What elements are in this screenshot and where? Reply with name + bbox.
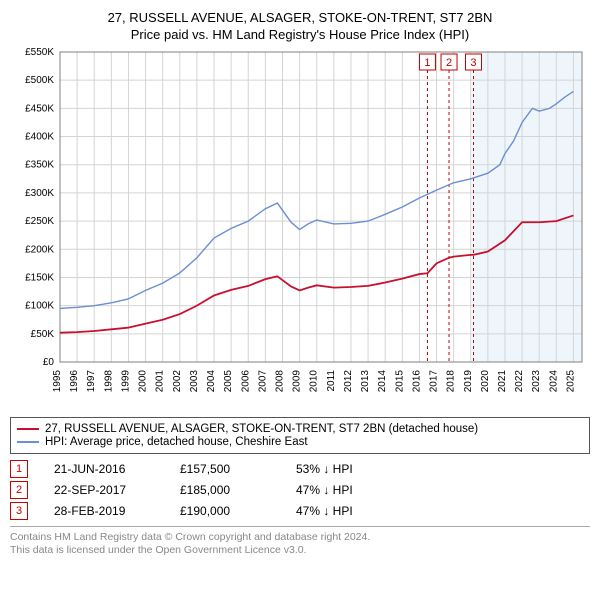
- svg-text:1996: 1996: [69, 370, 80, 393]
- svg-text:1999: 1999: [120, 370, 131, 393]
- svg-text:£500K: £500K: [25, 75, 54, 86]
- svg-text:3: 3: [470, 57, 476, 69]
- sale-index: 3: [10, 502, 28, 520]
- svg-text:1995: 1995: [52, 370, 63, 393]
- sale-index: 1: [10, 460, 28, 478]
- svg-text:2019: 2019: [463, 370, 474, 393]
- title-line1: 27, RUSSELL AVENUE, ALSAGER, STOKE-ON-TR…: [10, 10, 590, 25]
- svg-text:2008: 2008: [274, 370, 285, 393]
- legend: 27, RUSSELL AVENUE, ALSAGER, STOKE-ON-TR…: [10, 417, 590, 454]
- svg-text:£350K: £350K: [25, 160, 54, 171]
- legend-row: 27, RUSSELL AVENUE, ALSAGER, STOKE-ON-TR…: [17, 423, 583, 435]
- sale-date: 21-JUN-2016: [54, 462, 154, 476]
- svg-text:1: 1: [424, 57, 430, 69]
- svg-text:2022: 2022: [514, 370, 525, 393]
- sale-vs-hpi: 47% ↓ HPI: [296, 483, 353, 497]
- svg-text:2013: 2013: [360, 370, 371, 393]
- svg-text:2002: 2002: [172, 370, 183, 393]
- sales-row: 3 28-FEB-2019 £190,000 47% ↓ HPI: [10, 502, 590, 520]
- svg-text:2018: 2018: [446, 370, 457, 393]
- svg-text:£250K: £250K: [25, 216, 54, 227]
- svg-text:2015: 2015: [394, 370, 405, 393]
- svg-text:2000: 2000: [138, 370, 149, 393]
- legend-label: HPI: Average price, detached house, Ches…: [45, 436, 308, 448]
- svg-text:2007: 2007: [257, 370, 268, 393]
- chart: £0 £50K £100K £150K £200K £250K £300K £350K £400…: [10, 48, 590, 411]
- svg-text:2011: 2011: [326, 370, 337, 392]
- footer: Contains HM Land Registry data © Crown c…: [10, 526, 590, 557]
- sale-price: £157,500: [180, 462, 270, 476]
- sale-index: 2: [10, 481, 28, 499]
- svg-text:1997: 1997: [86, 370, 97, 393]
- sales-row: 2 22-SEP-2017 £185,000 47% ↓ HPI: [10, 481, 590, 499]
- sale-vs-hpi: 53% ↓ HPI: [296, 462, 353, 476]
- svg-text:2001: 2001: [155, 370, 166, 393]
- legend-swatch: [17, 441, 39, 443]
- svg-text:2005: 2005: [223, 370, 234, 393]
- sales-table: 1 21-JUN-2016 £157,500 53% ↓ HPI 2 22-SEP-201…: [10, 460, 590, 520]
- svg-text:£100K: £100K: [25, 301, 54, 312]
- svg-text:2006: 2006: [240, 370, 251, 393]
- svg-text:2012: 2012: [343, 370, 354, 393]
- sale-date: 22-SEP-2017: [54, 483, 154, 497]
- footer-line1: Contains HM Land Registry data © Crown c…: [10, 531, 590, 544]
- svg-text:2: 2: [446, 57, 452, 69]
- sale-vs-hpi: 47% ↓ HPI: [296, 504, 353, 518]
- svg-text:2024: 2024: [548, 370, 559, 393]
- svg-text:2023: 2023: [531, 370, 542, 393]
- svg-text:2004: 2004: [206, 370, 217, 393]
- svg-text:£0: £0: [43, 357, 55, 368]
- footer-line2: This data is licensed under the Open Gov…: [10, 544, 590, 557]
- sale-price: £185,000: [180, 483, 270, 497]
- legend-row: HPI: Average price, detached house, Ches…: [17, 436, 583, 448]
- svg-text:2016: 2016: [411, 370, 422, 393]
- svg-text:2003: 2003: [189, 370, 200, 393]
- sale-date: 28-FEB-2019: [54, 504, 154, 518]
- svg-text:2014: 2014: [377, 370, 388, 393]
- svg-text:£400K: £400K: [25, 132, 54, 143]
- legend-swatch: [17, 428, 39, 430]
- svg-text:£300K: £300K: [25, 188, 54, 199]
- svg-text:£550K: £550K: [25, 48, 54, 58]
- svg-text:2010: 2010: [309, 370, 320, 393]
- title-line2: Price paid vs. HM Land Registry's House …: [10, 27, 590, 42]
- sales-row: 1 21-JUN-2016 £157,500 53% ↓ HPI: [10, 460, 590, 478]
- svg-text:2020: 2020: [480, 370, 491, 393]
- legend-label: 27, RUSSELL AVENUE, ALSAGER, STOKE-ON-TR…: [45, 423, 478, 435]
- svg-text:£200K: £200K: [25, 244, 54, 255]
- svg-text:2017: 2017: [429, 370, 440, 393]
- sale-price: £190,000: [180, 504, 270, 518]
- svg-text:£50K: £50K: [31, 329, 55, 340]
- svg-text:£450K: £450K: [25, 103, 54, 114]
- svg-text:2021: 2021: [497, 370, 508, 393]
- svg-text:1998: 1998: [103, 370, 114, 393]
- chart-svg: £0 £50K £100K £150K £200K £250K £300K £350K £400…: [10, 48, 590, 408]
- svg-text:2025: 2025: [565, 370, 576, 393]
- svg-text:£150K: £150K: [25, 272, 54, 283]
- svg-text:2009: 2009: [292, 370, 303, 393]
